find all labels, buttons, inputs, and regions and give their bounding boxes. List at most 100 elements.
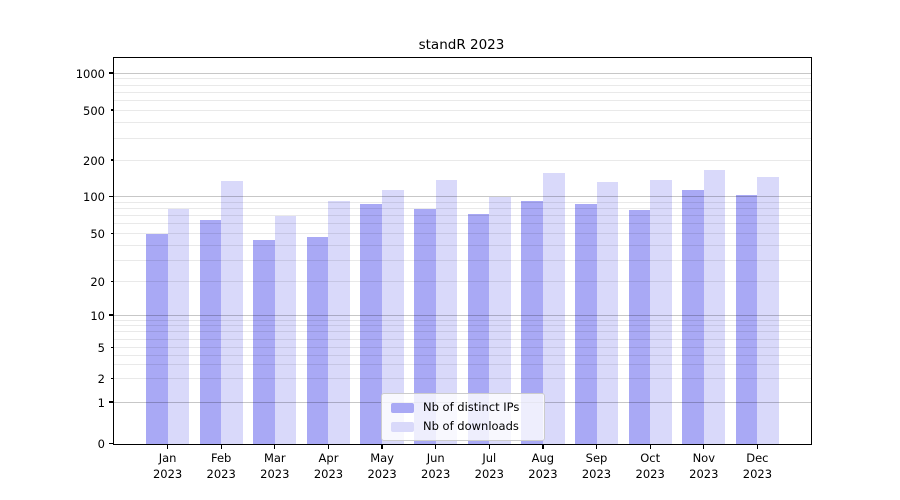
gridline-minor (114, 378, 811, 380)
y-tick-mark (110, 109, 114, 111)
bar-nov-downloads (703, 169, 726, 444)
bar-may-downloads (382, 190, 404, 444)
bar-jul-downloads (489, 197, 511, 444)
bar-aug-downloads (542, 172, 565, 444)
gridline-major (114, 72, 811, 74)
x-tick-mark (381, 444, 383, 449)
gridline-minor (114, 364, 811, 366)
bar-oct-downloads (650, 179, 672, 444)
gridline-major (114, 314, 811, 316)
x-tick-label: Jun 2023 (421, 451, 451, 481)
bar-jan-downloads (167, 208, 190, 444)
x-tick-mark (274, 444, 276, 449)
bar-aug-distinct-ips (521, 200, 543, 444)
y-tick-mark (110, 232, 114, 234)
x-tick-mark (649, 444, 651, 449)
legend-item-downloads: Nb of downloads (382, 417, 544, 436)
gridline-minor (114, 91, 811, 93)
plot-area: Nb of distinct IPs Nb of downloads 0 1 2 5 1… (76, 57, 812, 481)
x-tick-label: Apr 2023 (313, 451, 344, 481)
x-tick-mark (220, 444, 222, 449)
x-tick-label: Nov 2023 (689, 451, 719, 481)
legend-swatch-distinct-ips (391, 402, 414, 413)
bar-dec-downloads (757, 177, 779, 444)
legend-label-distinct-ips: Nb of distinct IPs (423, 400, 520, 414)
gridline-minor (114, 159, 811, 161)
y-tick-label: 200 (83, 153, 105, 168)
x-tick-label: Sep 2023 (581, 451, 612, 481)
gridline-minor (114, 346, 811, 348)
bar-apr-distinct-ips (306, 237, 329, 444)
y-tick-label: 20 (90, 274, 105, 289)
bar-oct-distinct-ips (628, 209, 651, 444)
x-tick-mark (327, 444, 330, 449)
bar-jan-distinct-ips (146, 234, 168, 444)
gridline-minor (114, 109, 811, 111)
y-tick-mark (109, 72, 114, 74)
y-tick-label: 0 (97, 437, 105, 451)
bar-mar-downloads (274, 216, 297, 444)
gridline-minor (114, 233, 811, 234)
bar-nov-distinct-ips (682, 190, 704, 444)
bar-apr-downloads (328, 200, 351, 444)
y-tick-mark (110, 159, 114, 161)
x-tick-mark (166, 444, 169, 449)
bar-may-distinct-ips (360, 203, 383, 444)
x-tick-label: Jan 2023 (152, 451, 183, 481)
y-tick-mark (109, 195, 114, 198)
legend-swatch-downloads (391, 421, 414, 432)
bar-mar-distinct-ips (253, 239, 275, 444)
x-tick-label: Mar 2023 (260, 451, 290, 481)
gridline-minor (114, 215, 811, 217)
y-tick-mark (109, 442, 114, 444)
y-tick-label: 100 (83, 190, 105, 205)
y-tick-mark (110, 346, 114, 348)
y-tick-label: 1 (97, 395, 105, 410)
x-tick-label: Aug 2023 (528, 451, 558, 481)
x-tick-label: Dec 2023 (742, 451, 773, 481)
bar-sep-distinct-ips (574, 203, 597, 444)
bar-jun-downloads (435, 179, 458, 444)
gridline-minor (114, 338, 811, 340)
y-tick-label: 2 (97, 372, 105, 387)
x-tick-label: May 2023 (367, 451, 397, 481)
bar-jul-distinct-ips (467, 214, 490, 444)
y-tick-mark (110, 280, 114, 282)
gridline-minor (114, 137, 811, 139)
gridline-minor (114, 223, 811, 225)
gridline-minor (114, 319, 811, 321)
y-tick-mark (110, 377, 114, 380)
y-tick-mark (109, 401, 114, 403)
bar-sep-downloads (596, 181, 619, 444)
y-tick-label: 1000 (75, 66, 105, 81)
legend-item-distinct-ips: Nb of distinct IPs (382, 398, 544, 417)
gridline-minor (114, 280, 811, 282)
bar-feb-distinct-ips (199, 220, 222, 444)
y-tick-label: 10 (90, 308, 105, 323)
legend-label-downloads: Nb of downloads (423, 419, 519, 433)
x-tick-mark (703, 444, 705, 449)
bar-jun-distinct-ips (414, 208, 436, 444)
x-tick-mark (542, 444, 544, 449)
bar-feb-downloads (221, 181, 243, 444)
x-tick-label: Oct 2023 (635, 451, 665, 481)
gridline-minor (114, 84, 811, 86)
gridline-minor (114, 121, 811, 123)
gridline-minor (114, 201, 811, 203)
y-tick-label: 500 (83, 103, 105, 118)
bar-dec-distinct-ips (735, 195, 758, 444)
x-tick-mark (595, 444, 598, 449)
legend: Nb of distinct IPs Nb of downloads (381, 393, 545, 441)
x-tick-mark (488, 444, 490, 449)
x-tick-mark (435, 444, 437, 449)
y-tick-mark (109, 314, 114, 316)
gridline-major (114, 196, 811, 198)
gridline-minor (114, 325, 811, 327)
gridline-minor (114, 259, 811, 261)
x-tick-label: Jul 2023 (474, 451, 504, 481)
y-tick-label: 50 (90, 227, 105, 241)
gridline-minor (114, 354, 811, 356)
gridline-minor (114, 99, 811, 101)
gridline-minor (114, 331, 811, 333)
